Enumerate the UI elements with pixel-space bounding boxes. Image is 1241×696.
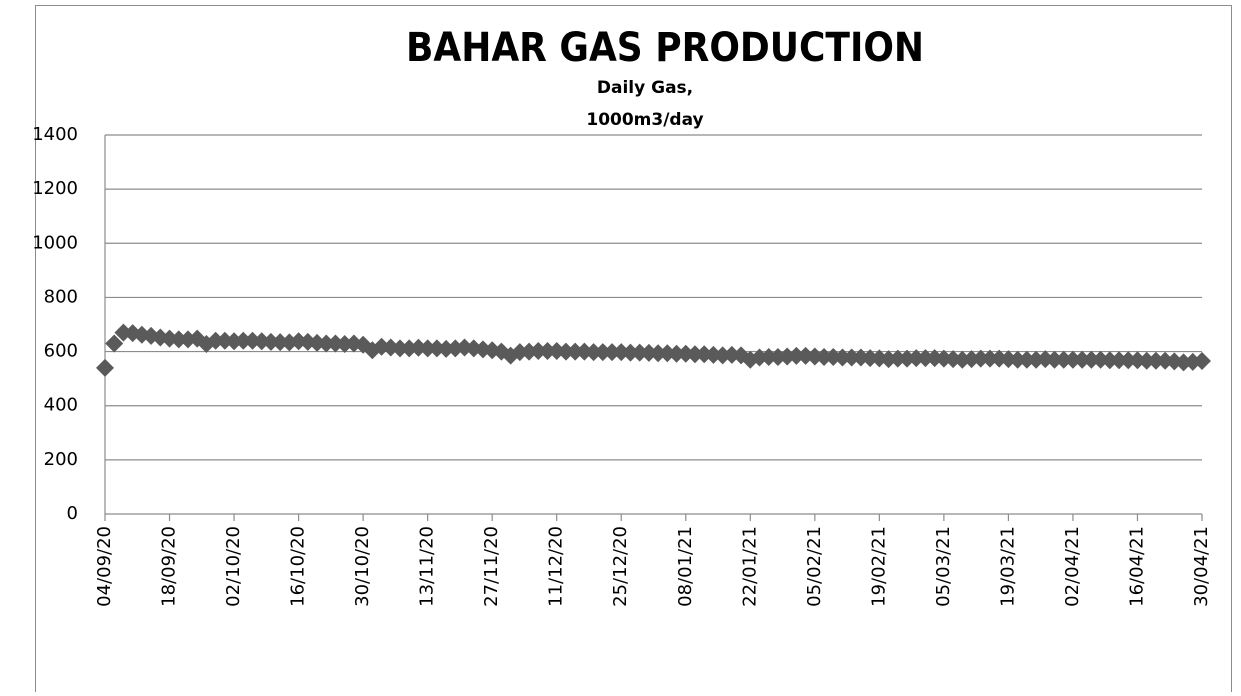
marker <box>105 334 124 353</box>
marker <box>667 344 686 363</box>
y-tick-label: 1400 <box>32 124 78 145</box>
marker <box>501 346 520 365</box>
marker <box>759 347 778 366</box>
marker <box>649 344 668 363</box>
marker <box>1110 351 1129 370</box>
marker <box>815 347 834 366</box>
marker <box>1054 350 1073 369</box>
marker <box>114 323 133 342</box>
marker <box>685 345 704 364</box>
chart-title: BAHAR GAS PRODUCTION <box>406 25 924 71</box>
x-tick-label: 19/03/21 <box>997 526 1018 607</box>
marker <box>584 343 603 362</box>
marker <box>234 331 253 350</box>
y-tick-label: 1200 <box>32 178 78 199</box>
marker <box>169 330 188 349</box>
marker <box>1137 351 1156 370</box>
x-tick-label: 05/02/21 <box>804 526 825 607</box>
x-tick-label: 11/12/20 <box>546 526 567 607</box>
marker <box>916 349 935 368</box>
y-tick-label: 200 <box>44 449 78 470</box>
marker <box>603 343 622 362</box>
marker <box>96 358 114 377</box>
x-tick-label: 16/10/20 <box>288 526 309 607</box>
x-tick-label: 30/04/21 <box>1191 526 1212 607</box>
x-tick-label: 05/03/21 <box>933 526 954 607</box>
marker <box>593 343 612 362</box>
y-tick-label: 600 <box>44 341 78 362</box>
marker <box>980 349 999 368</box>
x-tick-label: 25/12/20 <box>610 526 631 607</box>
x-tick-label: 19/02/21 <box>868 526 889 607</box>
y-tick-label: 0 <box>67 503 78 524</box>
marker <box>418 339 437 358</box>
x-tick-label: 27/11/20 <box>481 526 502 607</box>
chart-subtitle: 1000m3/day <box>586 110 703 130</box>
marker <box>1119 351 1138 370</box>
marker <box>1008 350 1027 369</box>
marker <box>971 349 990 368</box>
x-tick-label: 30/10/20 <box>352 526 373 607</box>
marker <box>1017 350 1036 369</box>
x-tick-label: 02/04/21 <box>1062 526 1083 607</box>
y-tick-label: 800 <box>44 286 78 307</box>
marker <box>1146 351 1165 370</box>
marker <box>621 343 640 362</box>
y-tick-label: 400 <box>44 395 78 416</box>
marker <box>529 342 548 361</box>
marker <box>833 348 852 367</box>
marker <box>842 348 861 367</box>
chart-subtitle: Daily Gas, <box>597 78 693 98</box>
marker <box>1193 352 1211 371</box>
marker <box>907 349 926 368</box>
x-tick-label: 02/10/20 <box>223 526 244 607</box>
marker <box>888 349 907 368</box>
y-tick-label: 1000 <box>32 232 78 253</box>
marker <box>390 339 409 358</box>
x-tick-label: 18/09/20 <box>159 526 180 607</box>
x-tick-label: 04/09/20 <box>94 526 115 607</box>
x-tick-label: 22/01/21 <box>739 526 760 607</box>
marker <box>1045 350 1064 369</box>
marker <box>1082 350 1101 369</box>
marker <box>1100 351 1119 370</box>
marker <box>317 334 336 353</box>
marker <box>556 342 575 361</box>
marker <box>787 346 806 365</box>
marker <box>206 331 225 350</box>
x-tick-label: 16/04/21 <box>1126 526 1147 607</box>
marker <box>566 342 585 361</box>
x-tick-label: 08/01/21 <box>675 526 696 607</box>
marker <box>1073 350 1092 369</box>
marker <box>538 342 557 361</box>
x-tick-label: 13/11/20 <box>417 526 438 607</box>
marker <box>1063 350 1082 369</box>
